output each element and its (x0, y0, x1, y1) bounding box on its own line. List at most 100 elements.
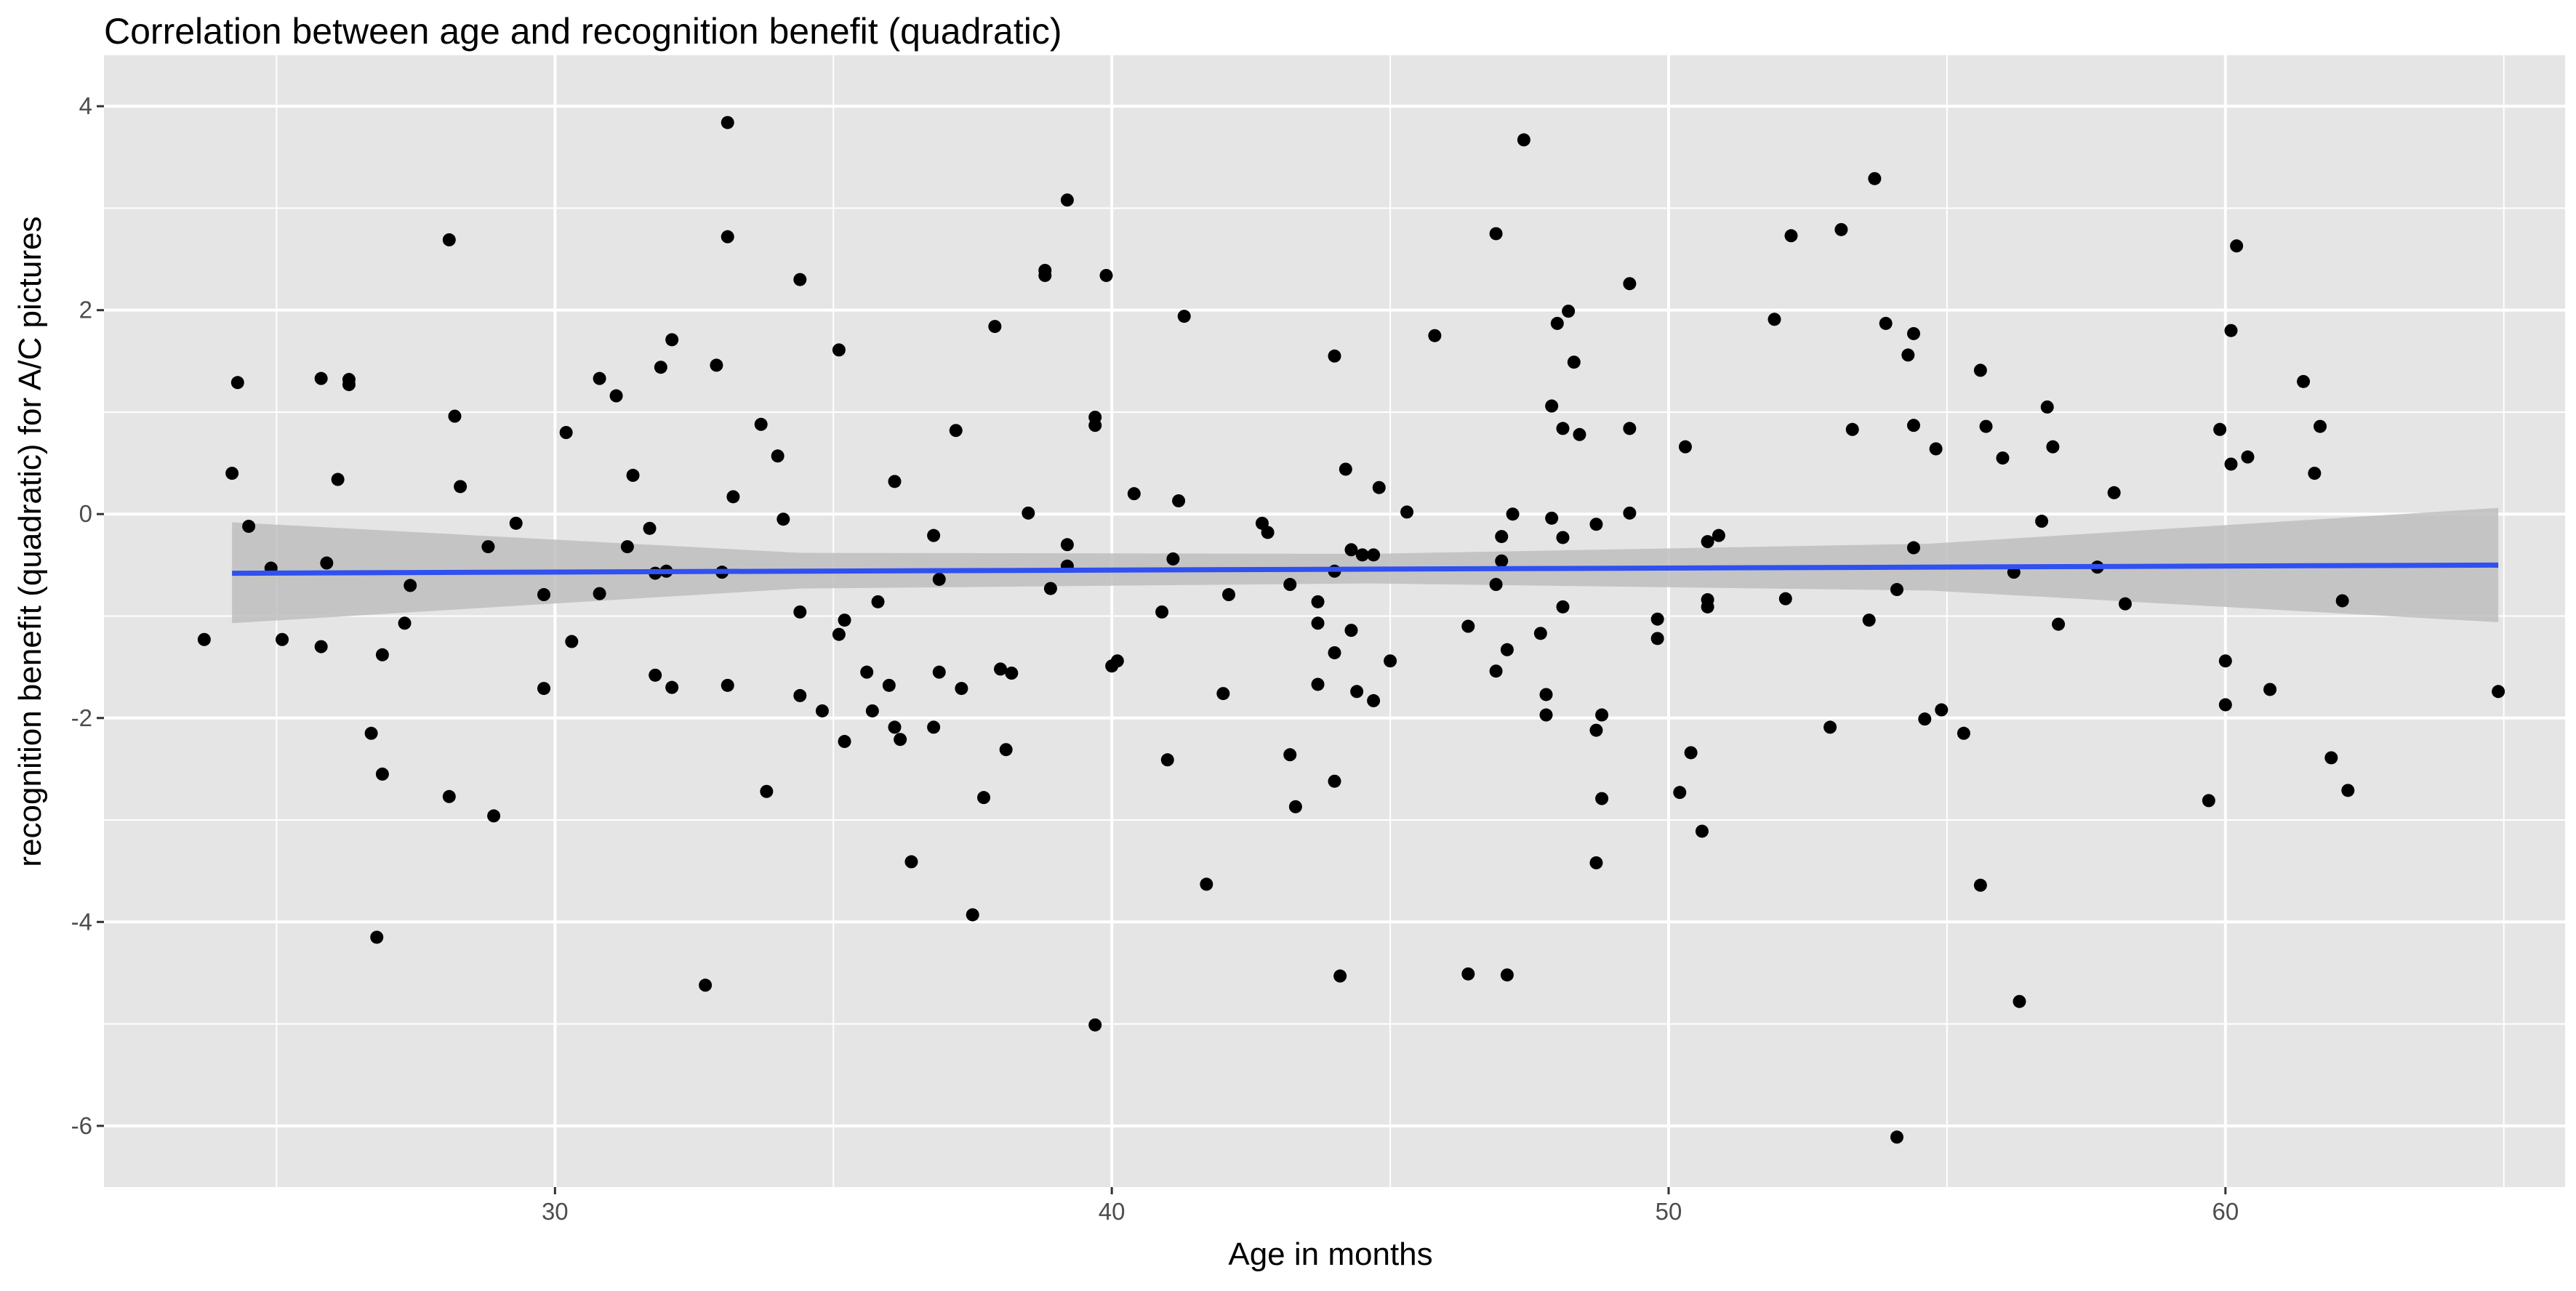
data-point (1650, 612, 1664, 626)
data-point (865, 704, 879, 717)
y-tick-label: 4 (79, 92, 92, 119)
data-point (832, 627, 846, 641)
data-point (1906, 419, 1920, 433)
data-point (1545, 399, 1559, 413)
regression-line (232, 562, 2499, 576)
data-point (1684, 746, 1698, 760)
data-point (2040, 400, 2054, 414)
data-point (620, 540, 634, 554)
data-point (1533, 627, 1547, 640)
data-point (1506, 507, 1520, 521)
data-point (1344, 624, 1358, 638)
data-point (2314, 419, 2327, 433)
data-point (654, 361, 667, 374)
data-point (1589, 518, 1603, 531)
data-point (1261, 526, 1275, 539)
data-point (565, 635, 579, 648)
data-point (1879, 316, 1893, 330)
data-point (1495, 530, 1509, 544)
data-point (320, 556, 334, 570)
data-point (398, 616, 412, 630)
data-point (448, 409, 462, 423)
data-point (1088, 419, 1102, 433)
data-point (2107, 486, 2121, 499)
data-point (1623, 422, 1637, 435)
data-point (1489, 227, 1503, 241)
data-point (2046, 440, 2060, 454)
data-point (1862, 614, 1876, 627)
data-point (1906, 326, 1920, 340)
data-point (1461, 619, 1475, 633)
data-point (1099, 268, 1113, 282)
plot-panel (104, 55, 2565, 1187)
data-point (2052, 617, 2066, 631)
data-point (904, 855, 918, 869)
data-point (230, 376, 244, 390)
y-tick-label: -4 (71, 908, 92, 935)
data-point (760, 784, 774, 798)
data-point (1060, 193, 1074, 207)
data-point (2297, 374, 2311, 388)
data-point (721, 678, 734, 692)
data-point (370, 930, 384, 944)
data-point (537, 682, 551, 696)
data-point (1768, 313, 1781, 326)
x-tick-label: 60 (2212, 1198, 2239, 1225)
data-point (2324, 751, 2338, 765)
data-point (977, 791, 991, 805)
data-point (1673, 786, 1687, 800)
data-point (1623, 506, 1637, 520)
data-point (1166, 552, 1180, 566)
data-point (871, 595, 885, 608)
data-point (1973, 363, 1987, 377)
data-point (710, 358, 723, 372)
data-point (1929, 442, 1943, 456)
data-point (609, 389, 623, 403)
data-point (375, 767, 389, 781)
data-point (721, 116, 734, 129)
data-point (593, 587, 606, 600)
data-point (1550, 316, 1564, 330)
data-point (1088, 1018, 1102, 1031)
data-point (1500, 968, 1514, 982)
data-point (1489, 664, 1503, 678)
data-point (364, 726, 378, 740)
x-tick-label: 30 (542, 1198, 569, 1225)
data-point (314, 371, 328, 385)
data-point (1495, 554, 1509, 568)
x-axis-title: Age in months (1228, 1236, 1432, 1272)
data-point (1890, 1130, 1903, 1144)
data-point (1517, 133, 1530, 147)
data-point (1556, 531, 1570, 544)
data-point (197, 632, 211, 646)
data-point (1545, 511, 1559, 525)
data-point (331, 472, 345, 486)
data-point (1127, 487, 1141, 501)
data-point (242, 520, 256, 534)
data-point (1957, 726, 1970, 740)
minor-grid-lines (104, 55, 2565, 1187)
data-point (1589, 723, 1603, 737)
data-point (1589, 856, 1603, 869)
data-point (815, 704, 829, 717)
data-point (442, 233, 456, 246)
data-point (2230, 239, 2244, 253)
data-point (1556, 422, 1570, 435)
data-point (2335, 594, 2349, 608)
data-point (1678, 440, 1692, 454)
data-point (2341, 784, 2355, 797)
data-point (1695, 824, 1709, 838)
data-point (721, 230, 734, 244)
data-point (1060, 538, 1074, 552)
data-point (927, 528, 941, 542)
data-point (665, 333, 679, 347)
data-point (1539, 708, 1553, 722)
data-point (342, 373, 356, 387)
data-point (1701, 535, 1714, 549)
data-point (1428, 329, 1442, 342)
y-tick-label: 0 (79, 500, 92, 527)
data-point (838, 735, 851, 749)
data-point (442, 789, 456, 803)
